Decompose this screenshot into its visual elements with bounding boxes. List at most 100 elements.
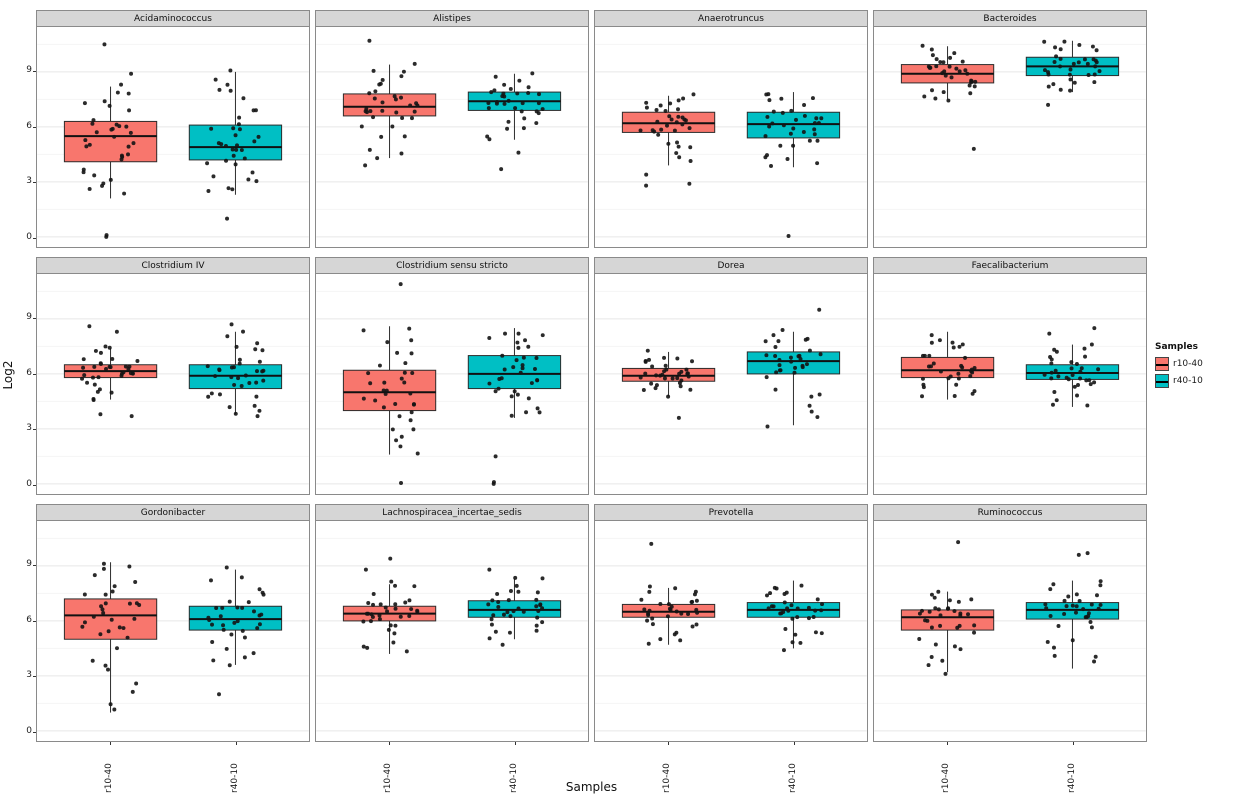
data-point [927,353,932,358]
data-point [810,96,815,101]
data-point [534,121,539,126]
data-point [109,127,114,132]
data-point [972,623,977,628]
data-point [242,655,247,660]
data-point [1098,602,1103,607]
data-point [780,110,785,115]
facet-title: Acidaminococcus [134,13,212,24]
facet-panel [594,273,868,495]
data-point [674,151,679,156]
data-point [409,351,414,356]
data-point [1071,61,1076,66]
data-point [920,376,925,381]
x-tick-mark [388,742,390,745]
data-point [807,348,812,353]
facet-strip-anaerotruncus: Anaerotruncus [594,10,868,27]
data-point [361,644,366,649]
y-tick-mark [33,676,36,678]
data-point [530,71,535,76]
data-point [377,617,382,622]
data-point [644,100,649,105]
data-point [96,375,101,380]
data-point [217,87,222,92]
data-point [673,586,678,591]
data-point [375,156,380,161]
y-tick-mark [33,484,36,486]
data-point [371,115,376,120]
data-point [400,116,405,120]
data-point [522,116,527,121]
facet-panel [315,26,589,248]
data-point [956,540,961,545]
data-point [1072,384,1077,389]
data-point [540,107,545,112]
data-point [941,90,946,95]
data-point [645,618,650,623]
data-point [791,126,796,131]
data-point [947,64,952,69]
data-point [1086,614,1091,619]
x-tick-mark [236,742,238,745]
data-point [781,610,786,614]
facet-title: Ruminococcus [977,507,1043,518]
data-point [765,114,770,119]
data-point [509,394,514,399]
data-point [252,609,256,614]
data-point [511,609,516,614]
data-point [941,60,946,65]
data-point [378,602,383,607]
data-point [952,644,957,649]
data-point [394,438,399,443]
data-point [534,628,539,633]
data-point [521,355,526,360]
data-point [1058,87,1063,92]
data-point [221,623,226,628]
iqr-box [63,120,158,163]
data-point [363,567,368,572]
x-tick-mark [667,742,669,745]
data-point [124,124,129,129]
data-point [534,604,539,609]
data-point [955,625,960,630]
boxplot-r40-10 [188,322,283,419]
data-point [766,606,771,611]
data-point [364,107,369,112]
data-point [508,588,513,593]
data-point [106,667,110,672]
data-point [368,381,373,386]
data-point [84,144,89,149]
facet-plot [595,43,867,238]
y-axis-title: Log2 [1,360,15,390]
data-point [1053,368,1058,373]
data-point [1066,594,1071,599]
data-point [933,606,938,611]
data-point [399,95,404,100]
boxplot-r40-10 [1025,39,1120,107]
data-point [409,607,414,612]
data-point [932,595,937,600]
facet-panel [315,520,589,742]
data-point [128,130,133,135]
data-point [687,181,692,186]
data-point [210,640,215,645]
data-point [1064,375,1069,380]
data-point [125,635,130,640]
data-point [491,613,496,618]
data-point [81,357,86,362]
facet-panel [36,520,310,742]
data-point [1052,347,1057,352]
data-point [91,398,96,403]
facet-strip-acidaminococcus: Acidaminococcus [36,10,310,27]
facet-panel [873,273,1147,495]
data-point [934,64,939,69]
data-point [255,341,260,346]
data-point [537,92,541,97]
data-point [246,177,251,182]
data-point [508,86,513,91]
data-point [1068,67,1073,72]
data-point [774,370,779,375]
boxplot-r10-40 [900,331,995,400]
data-point [765,424,770,429]
data-point [393,623,398,628]
data-point [790,640,795,645]
